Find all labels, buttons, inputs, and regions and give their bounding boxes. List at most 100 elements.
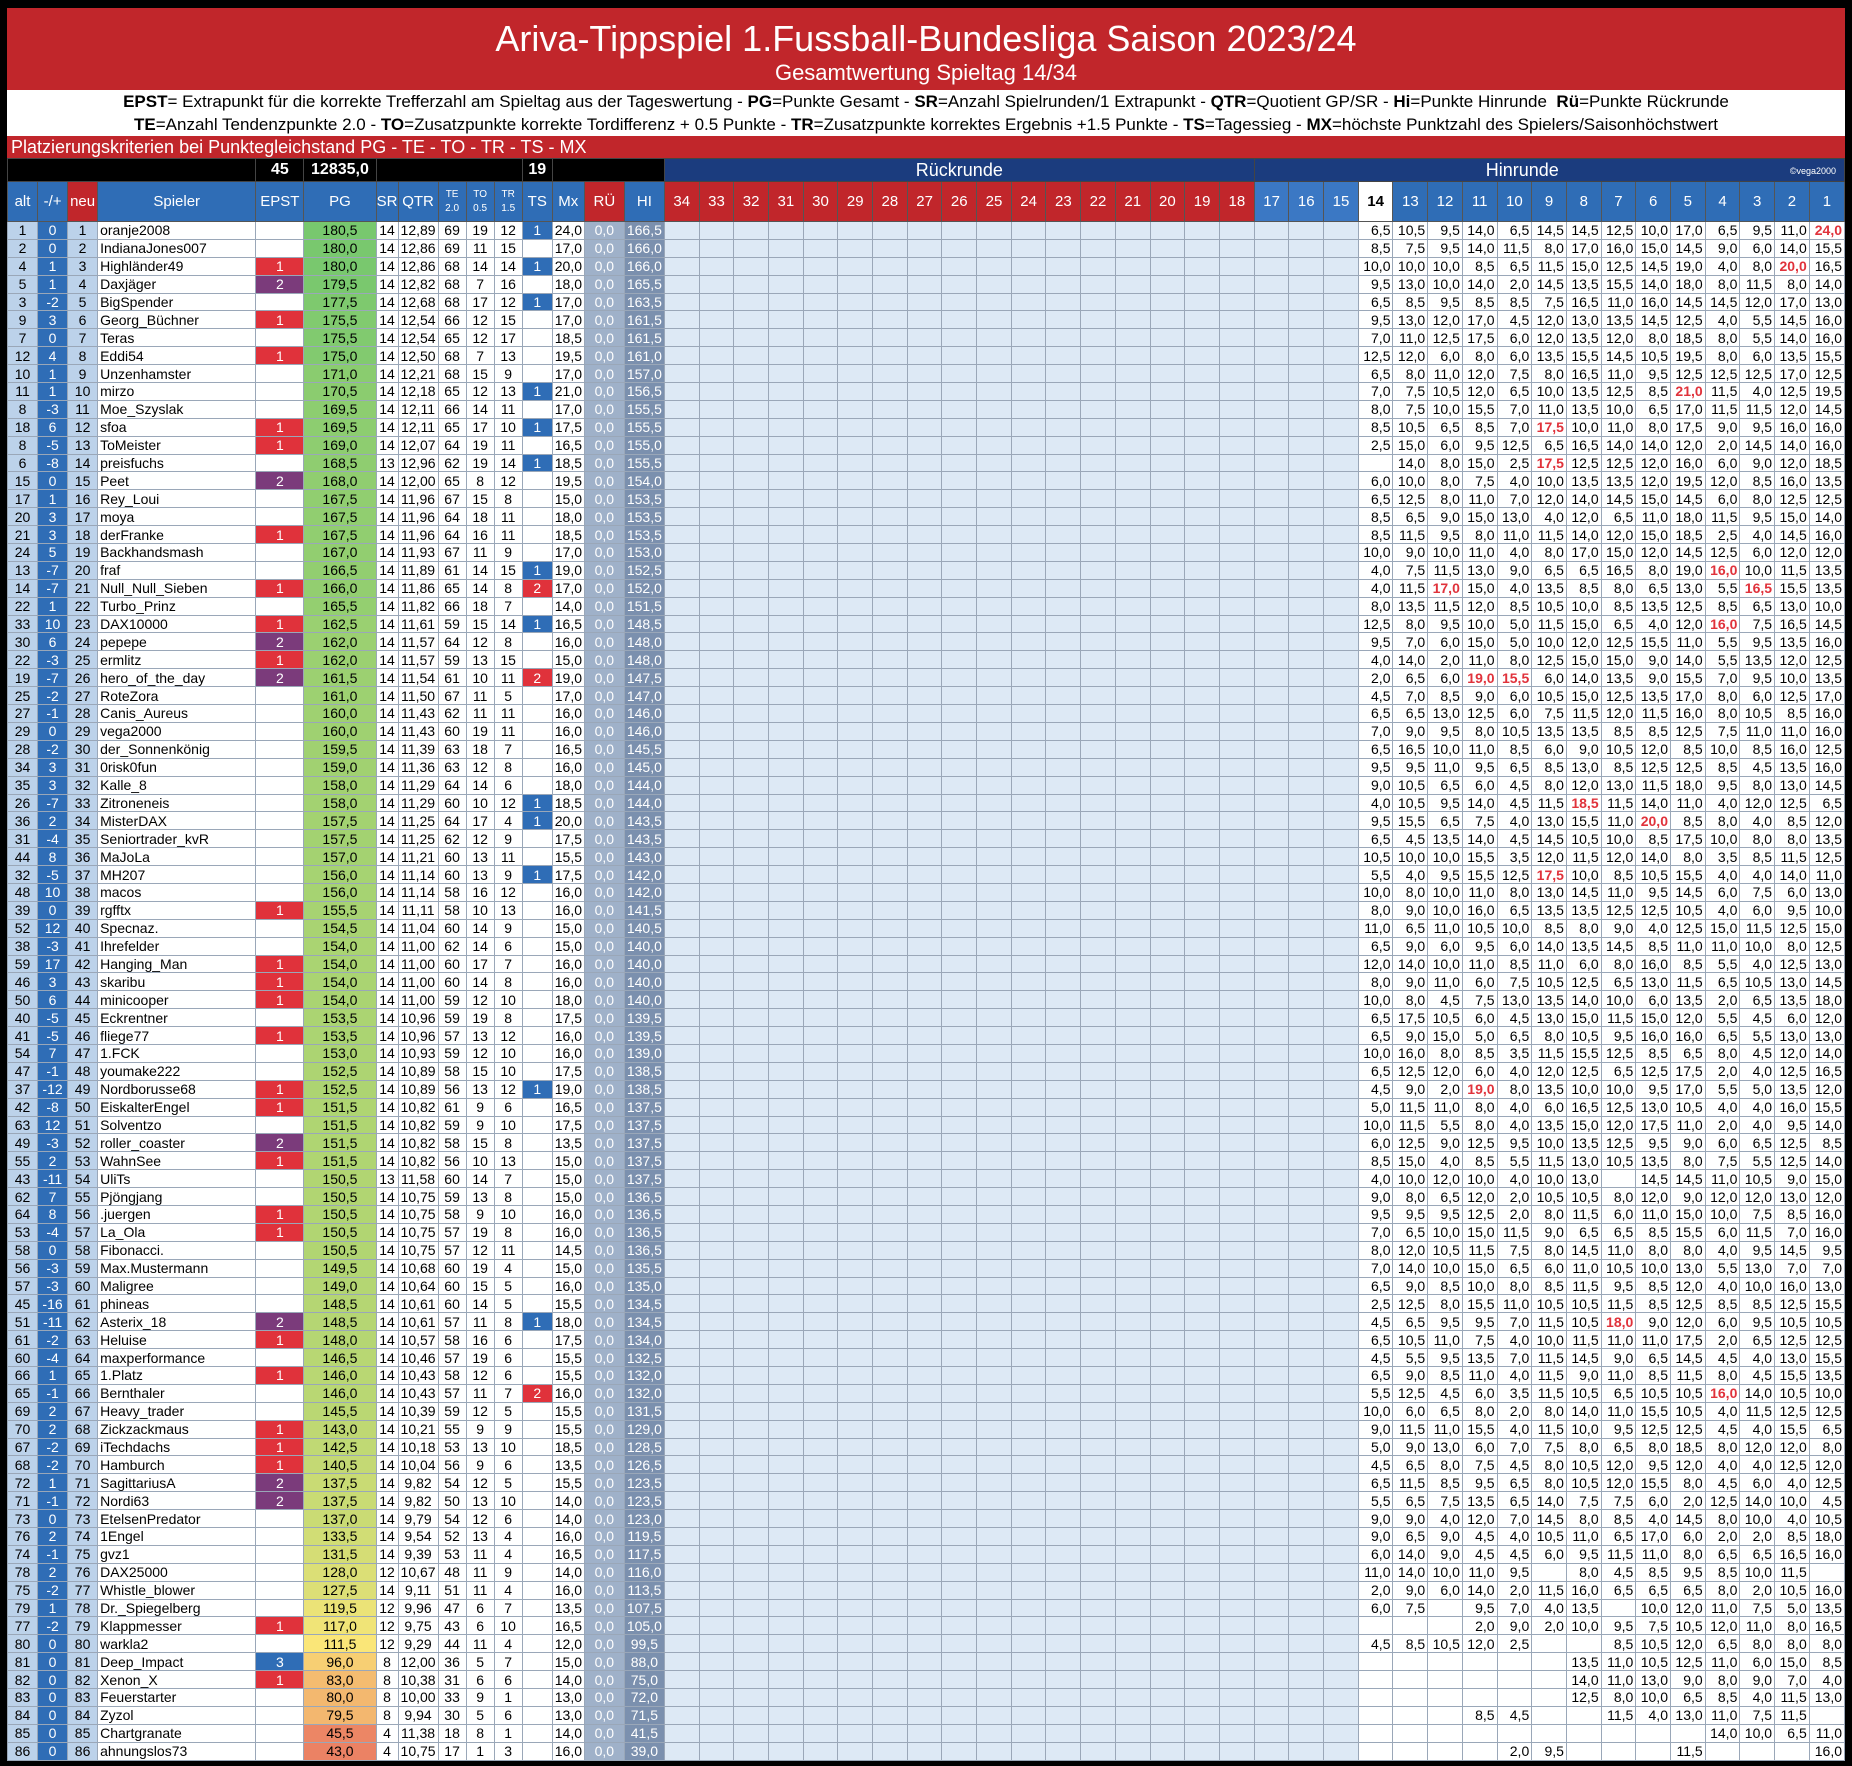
table-row: 15 0 15 Peet 2 168,0 14 12,00 65 8 12 19,5 0,0 154,0 6… bbox=[6, 471, 1846, 491]
round-cell-empty bbox=[872, 972, 908, 992]
hi-value: 140,0 bbox=[623, 990, 665, 1010]
round-points: 14,5 bbox=[1565, 221, 1602, 240]
round-cell-empty bbox=[941, 1097, 978, 1117]
hi-value: 166,5 bbox=[623, 221, 665, 240]
round-points: 13,5 bbox=[1774, 757, 1810, 777]
new-rank: 33 bbox=[67, 793, 99, 813]
round-cell-empty bbox=[1114, 1741, 1151, 1761]
player-name: ahnungslos73 bbox=[97, 1741, 257, 1761]
round-points: 20,0 bbox=[1635, 811, 1671, 831]
round-cell-empty bbox=[767, 900, 804, 920]
round-cell-empty bbox=[976, 1061, 1012, 1081]
round-cell-empty bbox=[1010, 1670, 1047, 1690]
epst-value: 1 bbox=[255, 578, 305, 598]
round-points: 8,0 bbox=[1496, 1079, 1533, 1099]
hi-value: 88,0 bbox=[623, 1652, 665, 1672]
round-points: 12,0 bbox=[1739, 1437, 1776, 1457]
round-points: 18,0 bbox=[1600, 1312, 1637, 1332]
round-cell-empty bbox=[1253, 721, 1290, 741]
round-points: 4,5 bbox=[1357, 1634, 1394, 1654]
round-cell-empty bbox=[941, 721, 978, 741]
round-points: 8,0 bbox=[1427, 1455, 1463, 1475]
round-cell-empty bbox=[1253, 1133, 1290, 1153]
round-points: 11,0 bbox=[1600, 1366, 1637, 1385]
round-points: 6,0 bbox=[1635, 990, 1671, 1010]
round-points: 8,0 bbox=[1357, 972, 1394, 992]
round-cell-empty bbox=[1323, 1562, 1359, 1582]
round-cell-empty bbox=[1114, 525, 1151, 545]
ru-value: 0,0 bbox=[583, 1509, 625, 1529]
round-cell-empty bbox=[767, 1187, 804, 1206]
ts-value: 2 bbox=[521, 578, 553, 598]
round-points: 16,5 bbox=[1565, 1097, 1602, 1117]
round-points: 4,5 bbox=[1427, 990, 1463, 1010]
table-row: 49 -3 52 roller_coaster 2 151,5 14 10,82 58 15 8 13… bbox=[6, 1133, 1846, 1153]
round-cell-empty bbox=[1288, 1562, 1325, 1582]
mx-value: 15,0 bbox=[551, 936, 585, 956]
ru-value: 0,0 bbox=[583, 1473, 625, 1493]
round-cell-empty bbox=[1323, 775, 1359, 795]
round-cell-empty bbox=[1218, 1097, 1255, 1117]
round-cell-empty bbox=[663, 1670, 700, 1690]
qtr-value: 11,00 bbox=[397, 990, 439, 1010]
new-rank: 83 bbox=[67, 1688, 99, 1707]
epst-value bbox=[255, 739, 305, 759]
round-points bbox=[1496, 1670, 1533, 1690]
round-points: 14,0 bbox=[1461, 221, 1498, 240]
round-points bbox=[1357, 453, 1394, 473]
round-cell-empty bbox=[1253, 1222, 1290, 1242]
round-cell-empty bbox=[941, 596, 978, 616]
round-cell-empty bbox=[698, 882, 735, 902]
round-points: 15,0 bbox=[1635, 238, 1671, 258]
round-cell-empty bbox=[663, 1330, 700, 1350]
round-points: 12,5 bbox=[1669, 364, 1706, 384]
round-cell-empty bbox=[698, 435, 735, 455]
round-cell-empty bbox=[767, 1562, 804, 1582]
round-cell-empty bbox=[1323, 328, 1359, 348]
mx-value: 20,0 bbox=[551, 811, 585, 831]
te-value: 68 bbox=[437, 292, 467, 312]
table-row: 55 2 53 WahnSee 1 151,5 14 10,82 56 10 13 15,0 0,0 13… bbox=[6, 1151, 1846, 1171]
round-cell-empty bbox=[1010, 829, 1047, 849]
round-cell-empty bbox=[698, 543, 735, 562]
new-rank: 54 bbox=[67, 1169, 99, 1189]
round-points: 8,0 bbox=[1704, 811, 1741, 831]
round-cell-empty bbox=[1149, 757, 1186, 777]
mx-value: 16,0 bbox=[551, 632, 585, 652]
round-cell-empty bbox=[1080, 507, 1116, 527]
round-cell-empty bbox=[872, 954, 908, 974]
round-cell-empty bbox=[802, 882, 839, 902]
round-cell-empty bbox=[837, 1473, 874, 1493]
te-value: 33 bbox=[437, 1688, 467, 1707]
player-name: RoteZora bbox=[97, 686, 257, 706]
round-cell-empty bbox=[1114, 847, 1151, 867]
round-cell-empty bbox=[698, 1133, 735, 1153]
mx-value: 17,5 bbox=[551, 829, 585, 849]
page-title: Ariva-Tippspiel 1.Fussball-Bundesliga Sa… bbox=[495, 18, 1357, 59]
te-value: 58 bbox=[437, 1366, 467, 1385]
round-cell-empty bbox=[802, 292, 839, 312]
ru-value: 0,0 bbox=[583, 704, 625, 723]
round-cell-empty bbox=[1149, 1061, 1186, 1081]
round-points: 14,0 bbox=[1461, 238, 1498, 258]
round-points: 10,5 bbox=[1496, 721, 1533, 741]
round-points: 12,0 bbox=[1704, 1616, 1741, 1636]
new-rank: 10 bbox=[67, 382, 99, 401]
round-cell-empty bbox=[1080, 793, 1116, 813]
round-cell-empty bbox=[733, 1043, 769, 1063]
round-cell-empty bbox=[1114, 1294, 1151, 1314]
ts-value bbox=[521, 1437, 553, 1457]
epst-value bbox=[255, 1688, 305, 1707]
tr-value: 9 bbox=[493, 865, 523, 884]
round-cell-empty bbox=[837, 1527, 874, 1546]
round-points: 15,5 bbox=[1565, 1043, 1602, 1063]
round-points: 8,5 bbox=[1531, 918, 1567, 938]
round-cell-empty bbox=[1288, 1509, 1325, 1529]
round-points: 13,0 bbox=[1774, 1187, 1810, 1206]
round-points: 11,0 bbox=[1600, 811, 1637, 831]
tr-value: 8 bbox=[493, 578, 523, 598]
to-value: 17 bbox=[465, 811, 495, 831]
round-cell-empty bbox=[837, 865, 874, 884]
round-points: 8,0 bbox=[1496, 650, 1533, 670]
round-cell-empty bbox=[1288, 417, 1325, 437]
